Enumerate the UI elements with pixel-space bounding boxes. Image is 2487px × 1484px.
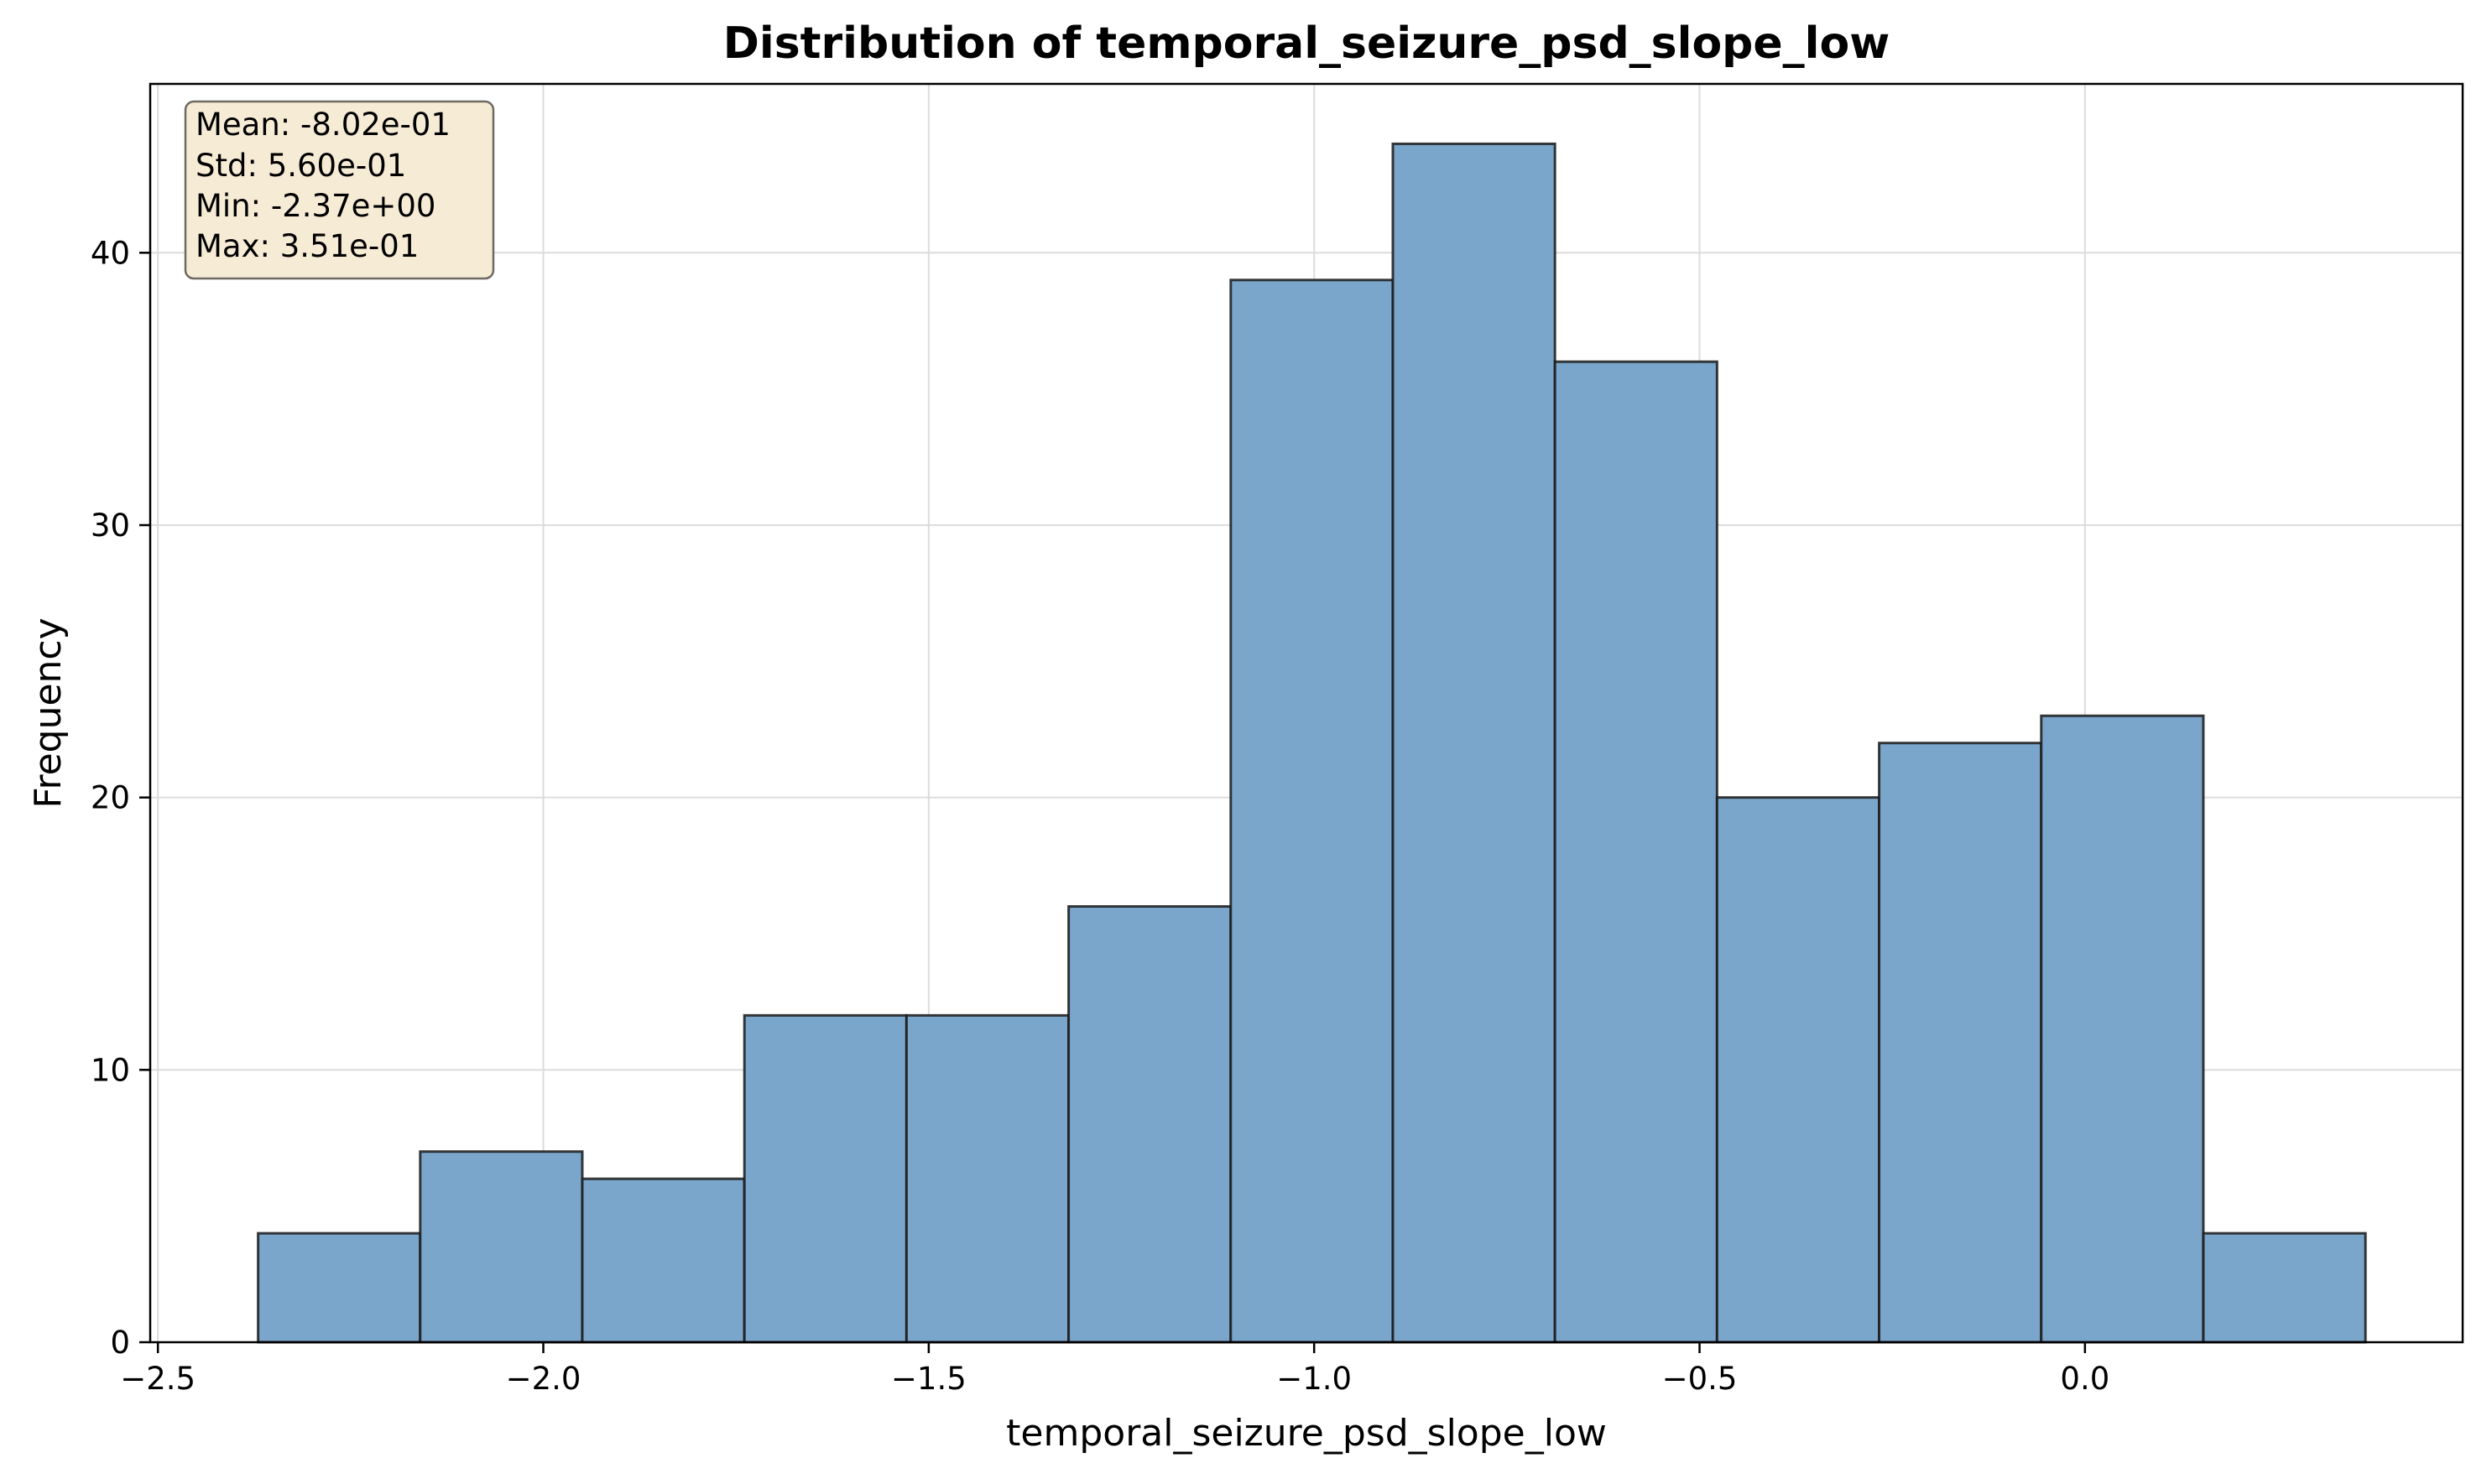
- y-axis-label: Frequency: [27, 617, 70, 808]
- histogram-bar: [1391, 142, 1556, 1344]
- y-tick-label: 10: [91, 1052, 130, 1088]
- histogram-bar: [257, 1231, 422, 1344]
- stats-min: Min: -2.37e+00: [196, 188, 435, 224]
- y-tick-label: 20: [91, 780, 130, 816]
- y-tick-label: 40: [91, 235, 130, 271]
- x-tick-label: 0.0: [2060, 1361, 2109, 1397]
- histogram-bar: [2202, 1231, 2367, 1344]
- histogram-bar: [419, 1150, 584, 1344]
- stats-mean: Mean: -8.02e-01: [196, 107, 451, 143]
- x-tick-label: −0.5: [1662, 1361, 1738, 1397]
- axis-ticks: −2.5 −2.0 −1.5 −1.0 −0.5 0.0 0 10 20 30 40: [91, 235, 2109, 1397]
- histogram-bar: [2040, 714, 2205, 1344]
- y-tick-label: 30: [91, 508, 130, 544]
- histogram-bar: [581, 1177, 746, 1344]
- x-tick-label: −2.5: [120, 1361, 196, 1397]
- histogram-bar: [1715, 796, 1881, 1344]
- x-tick-label: −2.0: [506, 1361, 581, 1397]
- y-tick-label: 0: [110, 1325, 130, 1361]
- histogram-bar: [1067, 905, 1233, 1344]
- x-tick-label: −1.0: [1276, 1361, 1352, 1397]
- histogram-bar: [1229, 279, 1395, 1344]
- chart-title: Distribution of temporal_seizure_psd_slo…: [723, 18, 1890, 69]
- x-tick-label: −1.5: [891, 1361, 967, 1397]
- histogram-bar: [1878, 742, 2043, 1344]
- histogram-bar: [905, 1013, 1071, 1344]
- histogram-bars: [257, 142, 2367, 1344]
- histogram-bar: [743, 1013, 908, 1344]
- stats-box: Mean: -8.02e-01 Std: 5.60e-01 Min: -2.37…: [184, 100, 495, 280]
- stats-std: Std: 5.60e-01: [196, 148, 406, 184]
- stats-box-background: [184, 100, 495, 280]
- axes-frame: [149, 82, 2464, 1344]
- stats-max: Max: 3.51e-01: [196, 228, 419, 264]
- x-axis-label: temporal_seizure_psd_slope_low: [1006, 1412, 1607, 1455]
- histogram-bar: [1553, 360, 1718, 1344]
